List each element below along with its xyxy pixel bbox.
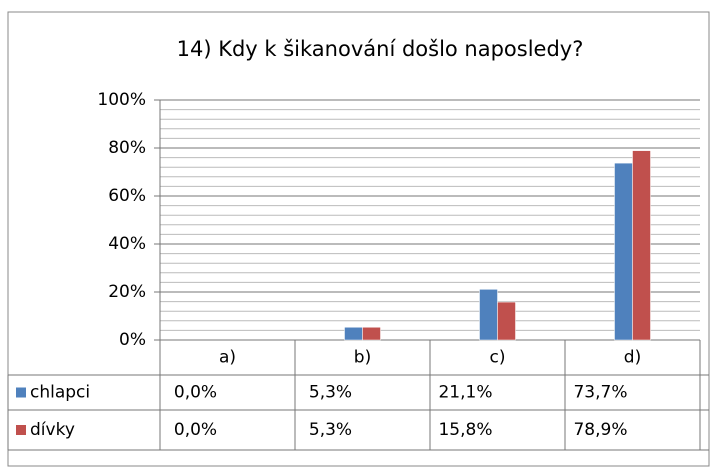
y-tick-label: 40% <box>108 234 146 254</box>
y-tick-label: 20% <box>108 282 146 302</box>
x-tick-label: d) <box>624 348 641 368</box>
legend-key <box>16 425 26 435</box>
x-tick-label: c) <box>490 348 506 368</box>
chart-border <box>7 11 710 467</box>
value-label: 73,7% <box>573 383 627 403</box>
y-tick-label: 80% <box>108 138 146 158</box>
legend-label: chlapci <box>30 383 90 403</box>
legend-label: dívky <box>30 420 75 440</box>
y-tick-label: 0% <box>119 330 146 350</box>
bar <box>362 327 381 341</box>
value-label: 0,0% <box>174 383 217 403</box>
x-tick-label: b) <box>354 348 371 368</box>
value-label: 78,9% <box>573 420 627 440</box>
value-label: 15,8% <box>438 420 492 440</box>
chart-title: 14) Kdy k šikanování došlo naposledy? <box>177 37 584 61</box>
bar <box>632 150 651 341</box>
value-label: 5,3% <box>309 383 352 403</box>
y-tick-label: 100% <box>97 90 146 110</box>
value-label: 21,1% <box>438 383 492 403</box>
bar <box>614 162 633 341</box>
value-label: 5,3% <box>309 420 352 440</box>
bar <box>497 301 516 341</box>
legend-key <box>16 387 26 398</box>
y-tick-label: 60% <box>108 186 146 206</box>
bar <box>344 327 363 341</box>
x-tick-label: a) <box>219 348 236 368</box>
bar <box>479 289 498 341</box>
value-label: 0,0% <box>174 420 217 440</box>
